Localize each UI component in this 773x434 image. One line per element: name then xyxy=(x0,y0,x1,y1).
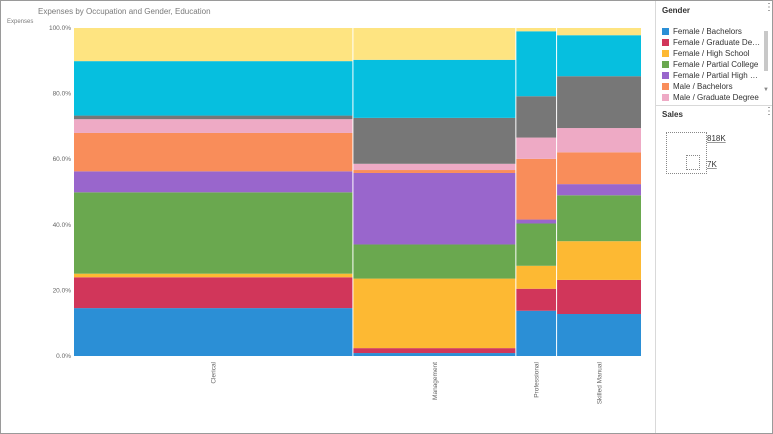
legend-item[interactable]: Female / Bachelors xyxy=(662,26,762,37)
y-tick-label: 40.0% xyxy=(53,222,72,229)
legend-item[interactable]: Female / Partial College xyxy=(662,59,762,70)
bar-segment[interactable] xyxy=(353,353,516,356)
bar-segment[interactable] xyxy=(516,310,557,356)
legend-item[interactable]: Female / High School xyxy=(662,48,762,59)
bar-segment[interactable] xyxy=(557,128,641,153)
bar-segment[interactable] xyxy=(516,28,557,32)
legend-scrollbar[interactable]: ▼ xyxy=(763,27,769,97)
legend-swatch xyxy=(662,94,669,101)
bar-segment[interactable] xyxy=(516,265,557,289)
bar-segment[interactable] xyxy=(353,117,516,164)
legend-menu-icon[interactable]: ⋮ xyxy=(764,2,773,13)
legend-item[interactable]: Male / Graduate Degree xyxy=(662,92,762,102)
legend-item[interactable]: Male / Bachelors xyxy=(662,81,762,92)
bar-segment[interactable] xyxy=(74,192,353,274)
color-legend-panel: Gender ⋮ Female / Bachelors Female / Grad… xyxy=(656,1,773,105)
bar-segment[interactable] xyxy=(557,241,641,280)
legend-label: Male / Bachelors xyxy=(673,82,733,91)
bar-segment[interactable] xyxy=(74,28,353,62)
bar-segment[interactable] xyxy=(557,35,641,77)
legend-label: Female / Partial High S... xyxy=(673,71,761,80)
bar-segment[interactable] xyxy=(557,195,641,242)
bar-segment[interactable] xyxy=(353,59,516,118)
legend-label: Male / Graduate Degree xyxy=(673,93,759,102)
color-legend-title: Gender xyxy=(662,6,691,15)
bar-segment[interactable] xyxy=(74,171,353,193)
bar-segment[interactable] xyxy=(516,158,557,220)
legend-label: Female / Bachelors xyxy=(673,27,742,36)
y-tick-label: 0.0% xyxy=(56,353,71,360)
bar-segment[interactable] xyxy=(353,244,516,279)
size-legend-min-box xyxy=(686,155,700,170)
bar-segment[interactable] xyxy=(557,76,641,129)
legend-item[interactable]: Female / Partial High S... xyxy=(662,70,762,81)
bar-segment[interactable] xyxy=(353,278,516,349)
scroll-down-arrow-icon[interactable]: ▼ xyxy=(763,87,769,93)
bar-segment[interactable] xyxy=(557,314,641,356)
legend-swatch xyxy=(662,61,669,68)
y-tick-label: 80.0% xyxy=(53,91,72,98)
y-tick-label: 20.0% xyxy=(53,287,72,294)
bar-segment[interactable] xyxy=(516,137,557,159)
bar-segment[interactable] xyxy=(516,223,557,266)
legend-swatch xyxy=(662,83,669,90)
bar-segment[interactable] xyxy=(74,273,353,278)
bar-segment[interactable] xyxy=(557,279,641,315)
bar-segment[interactable] xyxy=(353,172,516,245)
size-legend-max-box xyxy=(666,132,707,174)
legend-item[interactable]: Female / Graduate Deg... xyxy=(662,37,762,48)
bar-segment[interactable] xyxy=(74,308,353,356)
bar-segment[interactable] xyxy=(74,115,353,120)
bar-segment[interactable] xyxy=(557,152,641,185)
y-tick-label: 60.0% xyxy=(53,156,72,163)
bar-segment[interactable] xyxy=(74,277,353,309)
legend-label: Female / Graduate Deg... xyxy=(673,38,761,47)
legend-swatch xyxy=(662,28,669,35)
size-legend-menu-icon[interactable]: ⋮ xyxy=(764,106,773,117)
legend-swatch xyxy=(662,39,669,46)
legend-label: Female / Partial College xyxy=(673,60,759,69)
y-tick-label: 100.0% xyxy=(49,25,71,32)
legend-label: Female / High School xyxy=(673,49,750,58)
legend-scroll-thumb[interactable] xyxy=(764,31,768,71)
bar-segment[interactable] xyxy=(516,288,557,311)
bar-segment[interactable] xyxy=(353,348,516,354)
x-category-label: Skilled Manual xyxy=(597,361,604,404)
chart-title: Expenses by Occupation and Gender, Educa… xyxy=(38,7,211,16)
bar-segment[interactable] xyxy=(516,219,557,224)
bar-segment[interactable] xyxy=(353,163,516,171)
legend-swatch xyxy=(662,50,669,57)
bar-segment[interactable] xyxy=(74,61,353,116)
bar-segment[interactable] xyxy=(516,96,557,138)
legend-separator xyxy=(656,105,772,106)
legend-swatch xyxy=(662,72,669,79)
panel-divider xyxy=(655,1,656,433)
bar-segment[interactable] xyxy=(516,31,557,97)
x-category-label: Professional xyxy=(534,361,541,397)
mekko-chart: 0.0% 20.0% 40.0% 60.0% 80.0% 100.0% Clerical Ma… xyxy=(49,25,641,404)
bar-segment[interactable] xyxy=(557,28,641,36)
bar-segment[interactable] xyxy=(74,119,353,133)
bar-segment[interactable] xyxy=(353,28,516,60)
bar-segment[interactable] xyxy=(74,132,353,172)
color-legend-list: Female / Bachelors Female / Graduate Deg.… xyxy=(662,26,762,102)
y-axis-title: Expenses xyxy=(7,19,34,25)
bar-segment[interactable] xyxy=(557,184,641,196)
size-legend-min-label: 7K xyxy=(707,160,717,169)
bar-segment[interactable] xyxy=(353,170,516,173)
x-category-label: Clerical xyxy=(211,361,218,383)
size-legend-title: Sales xyxy=(662,110,683,119)
x-category-label: Management xyxy=(432,362,439,400)
size-legend-max-label: 818K xyxy=(707,134,726,143)
